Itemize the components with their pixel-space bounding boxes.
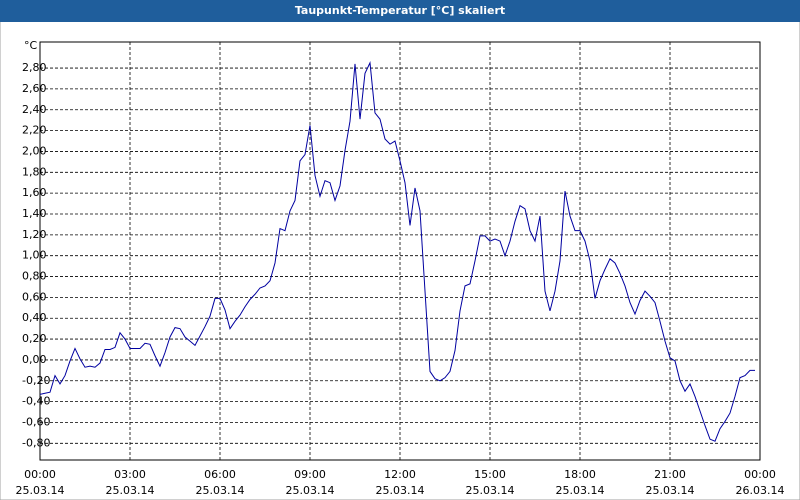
y-tick-label: 2,60 bbox=[22, 82, 47, 95]
y-tick-label: -0,40 bbox=[22, 395, 50, 408]
y-tick-label: 0,00 bbox=[22, 353, 47, 366]
x-tick-date: 25.03.14 bbox=[466, 484, 515, 497]
chart-title: Taupunkt-Temperatur [°C] skaliert bbox=[295, 4, 505, 17]
title-bar bbox=[0, 0, 800, 22]
y-tick-label: 1,00 bbox=[22, 249, 47, 262]
y-tick-label: -0,80 bbox=[22, 436, 50, 449]
y-tick-label: 0,60 bbox=[22, 290, 47, 303]
y-tick-label: 0,80 bbox=[22, 270, 47, 283]
y-tick-label: -0,20 bbox=[22, 374, 50, 387]
x-tick-time: 06:00 bbox=[204, 468, 236, 481]
y-tick-label: 2,80 bbox=[22, 61, 47, 74]
y-tick-label: 1,40 bbox=[22, 207, 47, 220]
y-tick-label: 1,20 bbox=[22, 228, 47, 241]
y-tick-label: 1,80 bbox=[22, 165, 47, 178]
x-tick-date: 25.03.14 bbox=[286, 484, 335, 497]
y-axis-label: °C bbox=[24, 39, 38, 52]
x-tick-date: 26.03.14 bbox=[736, 484, 785, 497]
x-tick-time: 18:00 bbox=[564, 468, 596, 481]
x-tick-date: 25.03.14 bbox=[646, 484, 695, 497]
x-tick-date: 25.03.14 bbox=[16, 484, 65, 497]
x-tick-time: 15:00 bbox=[474, 468, 506, 481]
x-tick-time: 21:00 bbox=[654, 468, 686, 481]
y-tick-label: 0,40 bbox=[22, 311, 47, 324]
x-tick-time: 12:00 bbox=[384, 468, 416, 481]
x-tick-time: 00:00 bbox=[24, 468, 56, 481]
x-tick-date: 25.03.14 bbox=[556, 484, 605, 497]
data-line bbox=[39, 61, 755, 442]
x-tick-time: 00:00 bbox=[744, 468, 776, 481]
y-tick-label: -0,60 bbox=[22, 415, 50, 428]
x-tick-date: 25.03.14 bbox=[196, 484, 245, 497]
x-tick-date: 25.03.14 bbox=[106, 484, 155, 497]
y-tick-label: 2,20 bbox=[22, 124, 47, 137]
y-tick-label: 0,20 bbox=[22, 332, 47, 345]
x-tick-date: 25.03.14 bbox=[376, 484, 425, 497]
y-tick-label: 2,40 bbox=[22, 103, 47, 116]
x-tick-time: 09:00 bbox=[294, 468, 326, 481]
x-tick-time: 03:00 bbox=[114, 468, 146, 481]
y-tick-label: 2,00 bbox=[22, 144, 47, 157]
y-tick-label: 1,60 bbox=[22, 186, 47, 199]
